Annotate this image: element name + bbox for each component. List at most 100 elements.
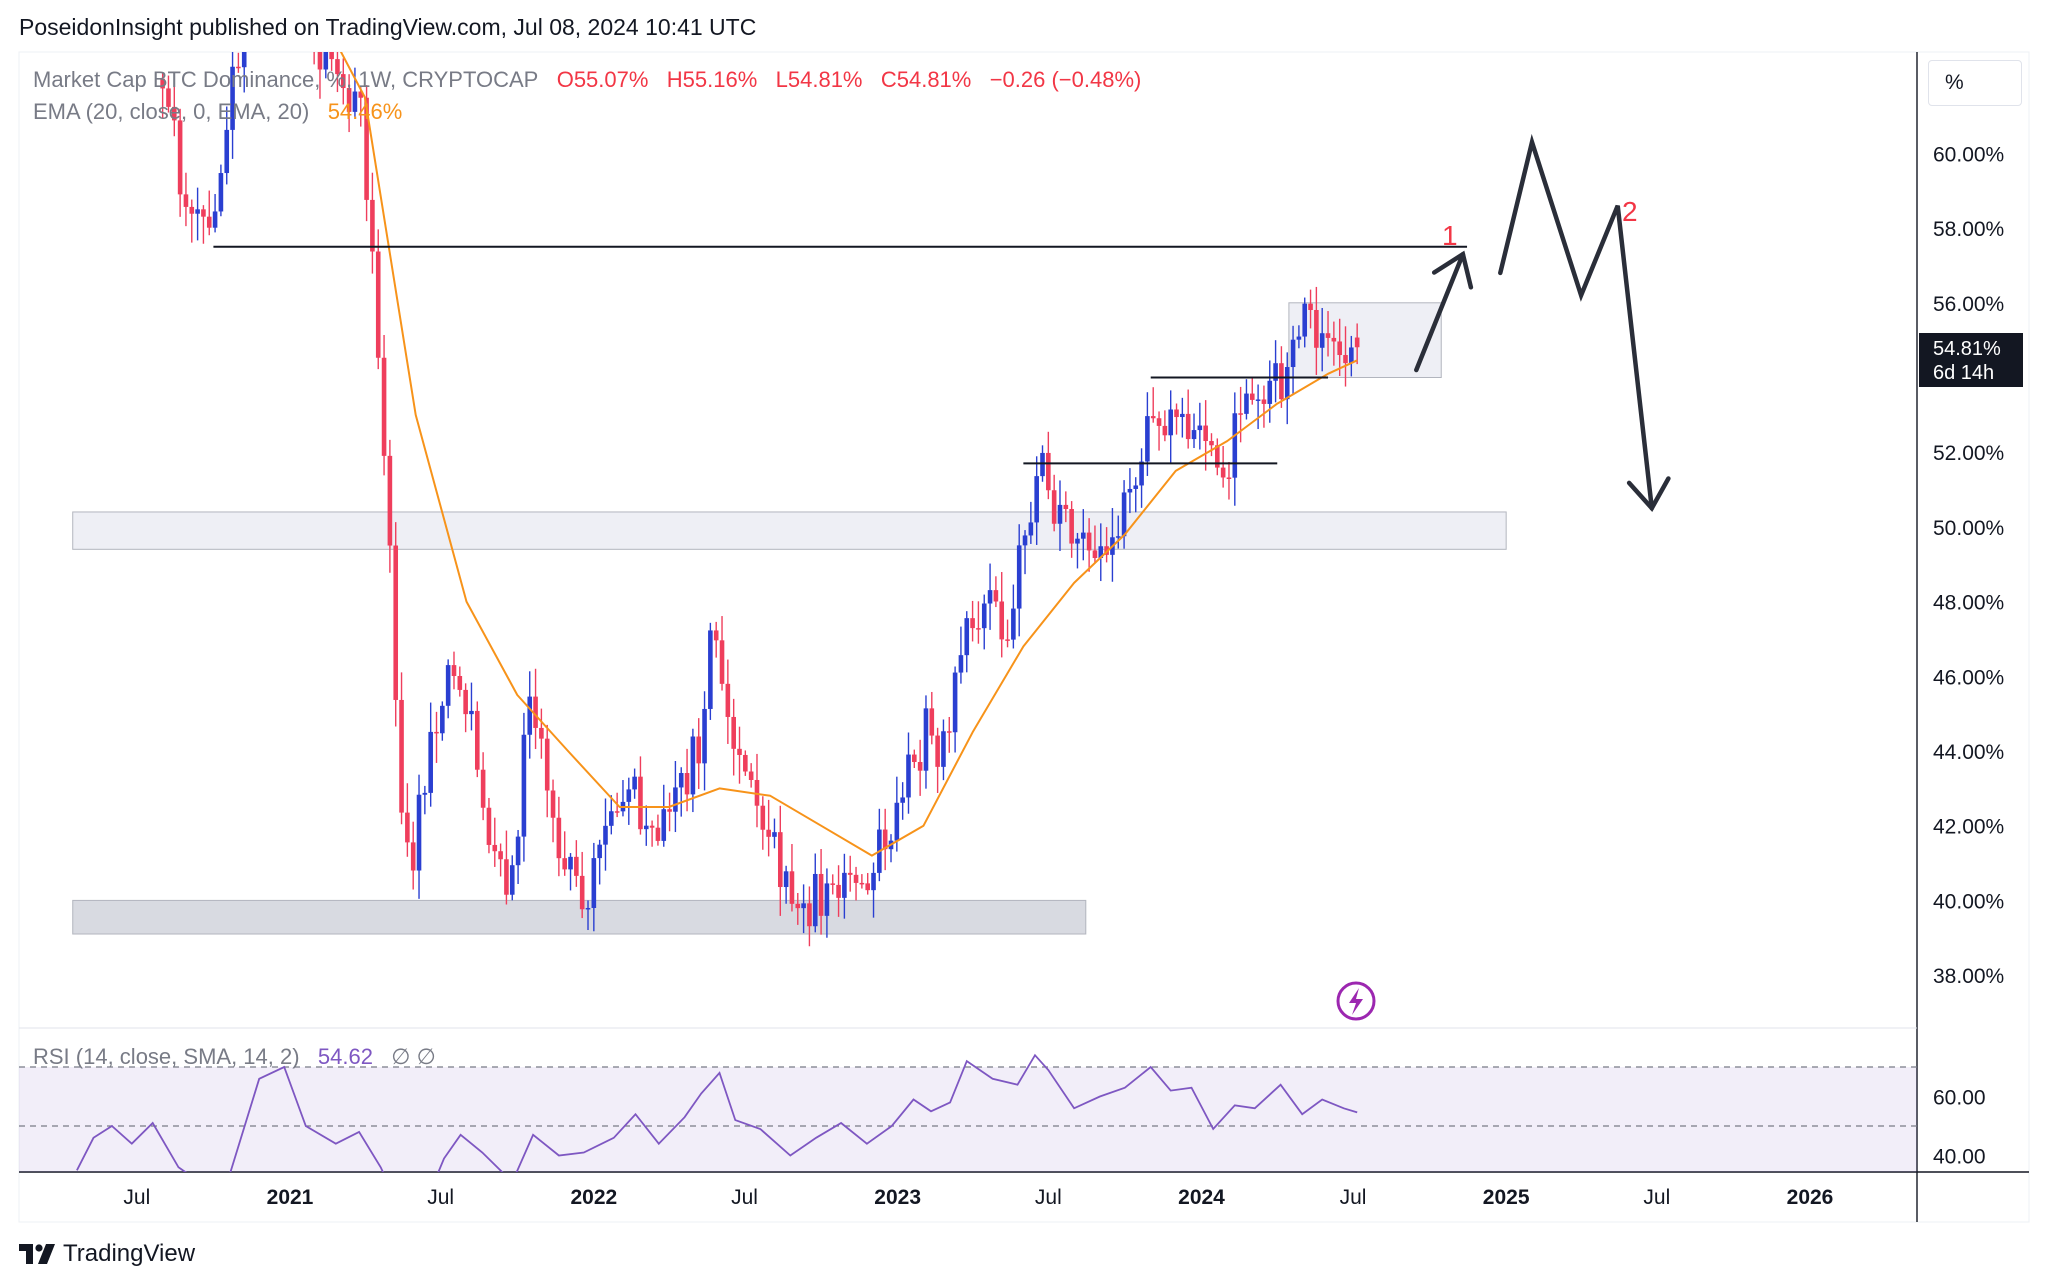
candle[interactable]: [830, 874, 836, 895]
candle[interactable]: [853, 866, 859, 901]
candle[interactable]: [469, 682, 474, 731]
candle[interactable]: [673, 761, 678, 833]
candle[interactable]: [335, 31, 340, 93]
candle[interactable]: [713, 621, 719, 658]
candle[interactable]: [906, 732, 911, 814]
candle[interactable]: [882, 808, 888, 871]
candle[interactable]: [1150, 387, 1156, 423]
projection-path-1[interactable]: [1498, 133, 1655, 511]
candle[interactable]: [1261, 385, 1267, 428]
candle[interactable]: [900, 782, 905, 820]
candle[interactable]: [643, 805, 649, 846]
candle[interactable]: [224, 106, 230, 185]
candle[interactable]: [626, 777, 632, 825]
symbol-title[interactable]: Market Cap BTC Dominance, %, 1W, CRYPTOC…: [33, 67, 539, 92]
candle[interactable]: [987, 563, 993, 630]
candle[interactable]: [824, 868, 830, 938]
candle[interactable]: [603, 798, 608, 871]
candle[interactable]: [422, 785, 428, 815]
candle[interactable]: [946, 716, 952, 753]
candle[interactable]: [1005, 619, 1010, 648]
candle[interactable]: [480, 752, 486, 821]
candle[interactable]: [1046, 431, 1051, 500]
candle[interactable]: [1349, 335, 1354, 377]
candle[interactable]: [859, 874, 865, 889]
candle[interactable]: [865, 873, 870, 895]
candle[interactable]: [789, 844, 795, 912]
candle[interactable]: [1244, 379, 1249, 420]
candle[interactable]: [649, 820, 655, 847]
candle[interactable]: [801, 884, 806, 934]
rsi-title[interactable]: RSI (14, close, SMA, 14, 2): [33, 1044, 300, 1069]
candle[interactable]: [894, 776, 900, 852]
candle[interactable]: [527, 671, 533, 759]
candle[interactable]: [504, 830, 509, 905]
candle[interactable]: [509, 855, 515, 901]
candle[interactable]: [201, 205, 206, 244]
candle[interactable]: [171, 83, 177, 137]
candle[interactable]: [731, 698, 736, 776]
candle[interactable]: [678, 767, 684, 817]
candle[interactable]: [941, 719, 946, 781]
candle[interactable]: [638, 756, 643, 835]
candle[interactable]: [1086, 518, 1092, 572]
candle[interactable]: [451, 651, 457, 690]
candle[interactable]: [748, 763, 754, 788]
candle[interactable]: [1232, 392, 1238, 506]
candle[interactable]: [609, 795, 614, 835]
candle[interactable]: [230, 38, 235, 159]
candle[interactable]: [1127, 468, 1133, 514]
candle[interactable]: [521, 712, 527, 862]
candle[interactable]: [888, 834, 894, 863]
candle[interactable]: [661, 784, 667, 847]
candle[interactable]: [807, 886, 812, 947]
candle[interactable]: [445, 659, 451, 719]
candle[interactable]: [620, 780, 626, 817]
candle[interactable]: [708, 622, 713, 720]
candle[interactable]: [1273, 340, 1278, 403]
candle[interactable]: [737, 726, 742, 784]
candle[interactable]: [352, 67, 358, 117]
candle[interactable]: [1191, 413, 1197, 449]
candle[interactable]: [719, 616, 725, 691]
candle[interactable]: [177, 108, 183, 217]
candle[interactable]: [405, 783, 410, 857]
candle[interactable]: [754, 753, 760, 828]
price-axis[interactable]: 60.00%58.00%56.00%54.00%52.00%50.00%48.0…: [1933, 143, 2004, 1168]
time-axis[interactable]: Jul 2021 Jul 2022 Jul 2023 Jul 2024 Jul 2025 Jul 20…: [123, 1186, 1833, 1209]
candle[interactable]: [1319, 307, 1325, 372]
candle[interactable]: [1075, 532, 1080, 569]
candle[interactable]: [160, 73, 165, 118]
candle[interactable]: [474, 701, 480, 778]
candle[interactable]: [1145, 392, 1150, 476]
candle[interactable]: [1180, 397, 1185, 438]
candle[interactable]: [1209, 433, 1214, 457]
candle[interactable]: [1162, 410, 1168, 442]
candle[interactable]: [329, 19, 334, 71]
candle[interactable]: [410, 821, 416, 890]
candle[interactable]: [375, 229, 381, 370]
candle[interactable]: [1226, 461, 1232, 500]
candle[interactable]: [842, 853, 847, 919]
candle[interactable]: [632, 768, 637, 799]
candle[interactable]: [1325, 311, 1331, 357]
candle[interactable]: [1337, 318, 1342, 377]
candle[interactable]: [340, 58, 346, 105]
candle[interactable]: [1267, 360, 1273, 423]
candle[interactable]: [463, 683, 468, 733]
zone-box-1[interactable]: [72, 899, 1087, 935]
candle[interactable]: [1197, 402, 1203, 450]
candle[interactable]: [917, 739, 923, 796]
candle[interactable]: [515, 829, 521, 884]
candle[interactable]: [1011, 584, 1016, 649]
candle[interactable]: [777, 805, 783, 916]
candle[interactable]: [836, 865, 841, 917]
candle[interactable]: [556, 796, 562, 877]
candle[interactable]: [952, 666, 958, 753]
candle[interactable]: [416, 774, 422, 899]
candle[interactable]: [970, 600, 975, 642]
candle[interactable]: [1215, 438, 1220, 476]
candle[interactable]: [574, 840, 579, 887]
candle[interactable]: [189, 199, 195, 243]
candle[interactable]: [667, 792, 672, 832]
